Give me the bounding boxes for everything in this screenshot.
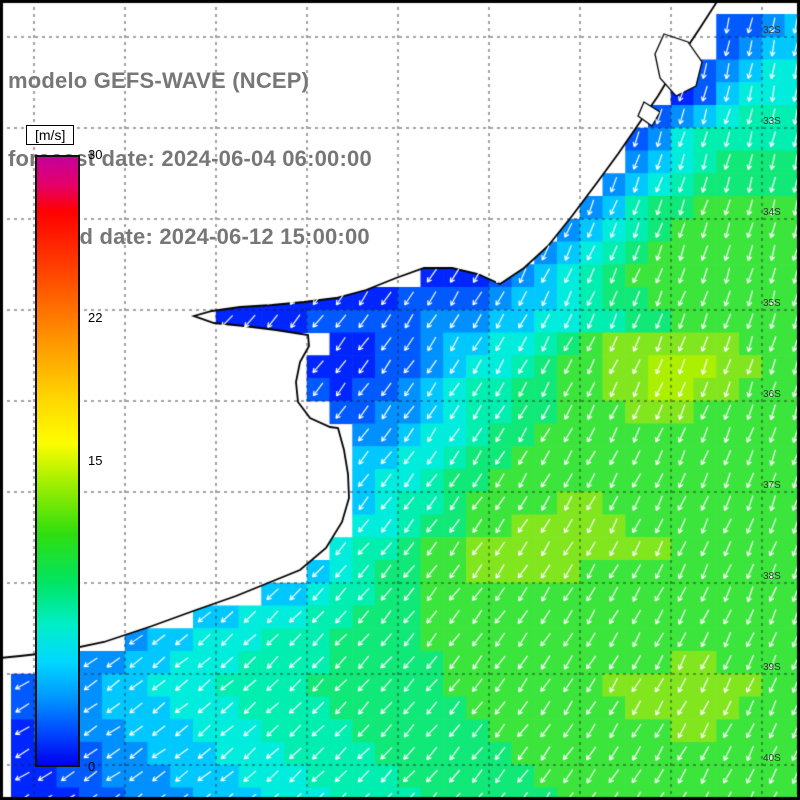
colorbar-tick-label: 0	[88, 759, 96, 774]
latitude-label: 34S	[763, 207, 781, 218]
latitude-label: 38S	[763, 571, 781, 582]
latitude-label: 32S	[763, 25, 781, 36]
colorbar-unit-label: [m/s]	[26, 125, 75, 145]
latitude-label: 35S	[763, 298, 781, 309]
latitude-label: 40S	[763, 753, 781, 764]
model-title: modelo GEFS-WAVE (NCEP)	[8, 68, 310, 93]
colorbar-tick-label: 22	[88, 310, 103, 326]
latitude-label: 36S	[763, 389, 781, 400]
colorbar-tick-label: 15	[88, 453, 103, 468]
latitude-label: 37S	[763, 480, 781, 491]
latitude-label: 39S	[763, 662, 781, 673]
colorbar-tick-label: 30	[88, 147, 103, 162]
latitude-label: 33S	[763, 116, 781, 127]
colorbar	[35, 155, 80, 767]
